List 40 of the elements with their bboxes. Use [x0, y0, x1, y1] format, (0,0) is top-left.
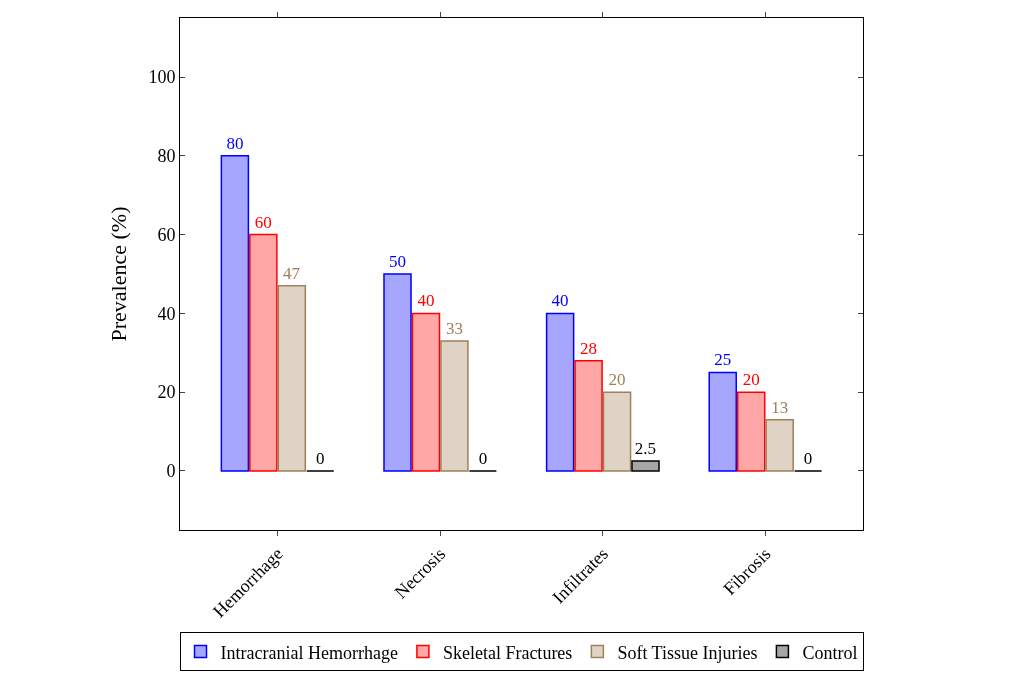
bar [602, 391, 632, 472]
y-tick-label: 60 [157, 224, 176, 245]
bar [220, 155, 250, 472]
bar [631, 460, 660, 472]
data-label: 47 [283, 263, 301, 283]
y-tick-label: 0 [166, 461, 176, 482]
bar [708, 371, 738, 472]
data-label: 50 [389, 252, 407, 271]
bar [411, 312, 441, 472]
data-label: 0 [316, 448, 325, 468]
y-tick-label: 20 [157, 382, 176, 403]
data-label: 20 [742, 370, 760, 390]
data-label: 0 [478, 448, 488, 468]
data-label: 25 [714, 350, 732, 370]
data-label: 0 [803, 448, 813, 468]
bar [277, 285, 307, 472]
data-label: 60 [254, 212, 272, 232]
bar [736, 391, 766, 472]
legend-label: Intracranial Hemorrhage [220, 642, 398, 663]
data-label: 80 [226, 133, 244, 153]
bar [440, 340, 469, 472]
y-tick-label: 40 [157, 303, 176, 324]
data-label: 40 [417, 291, 435, 311]
data-label: 20 [608, 370, 626, 390]
bar [249, 233, 278, 472]
legend-label: Skeletal Fractures [442, 642, 573, 663]
data-label: 40 [551, 291, 569, 311]
bar [765, 418, 794, 472]
data-label: 28 [580, 338, 598, 358]
y-tick-label: 100 [148, 67, 176, 88]
data-label: 2.5 [634, 439, 657, 459]
legend-label: Soft Tissue Injuries [617, 642, 758, 663]
y-axis-title: Prevalence (%) [106, 206, 132, 342]
data-label: 13 [771, 397, 789, 417]
bar [545, 312, 575, 472]
bar [383, 273, 412, 472]
data-label: 33 [445, 318, 463, 338]
legend-label: Control [802, 642, 858, 663]
bar [574, 359, 603, 472]
y-tick-label: 80 [157, 146, 176, 167]
